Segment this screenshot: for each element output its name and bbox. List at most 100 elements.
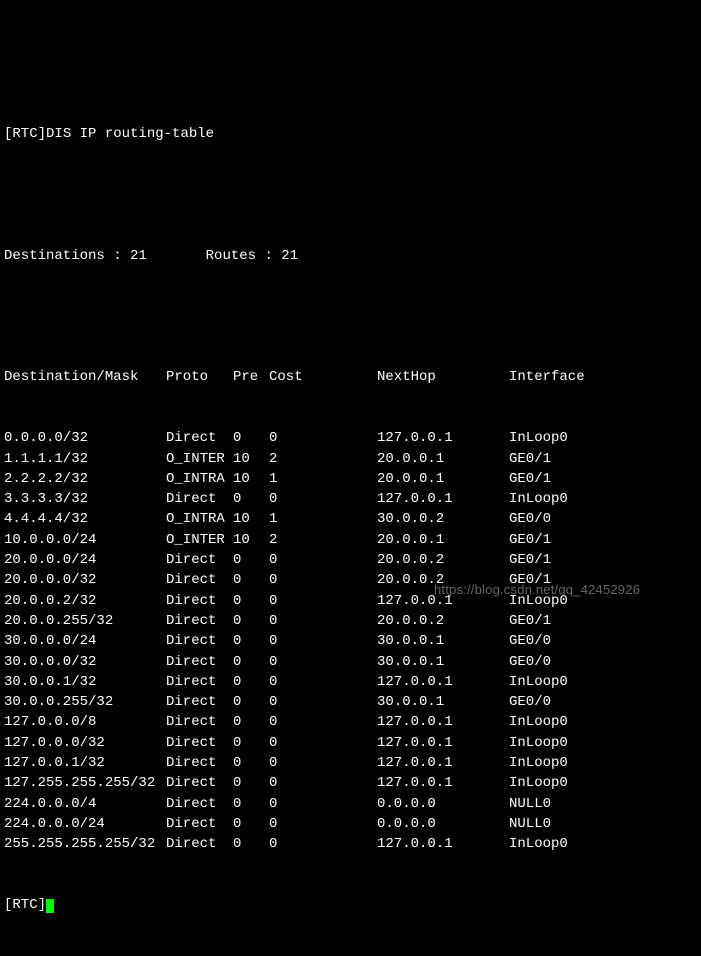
- cell-cost: 0: [269, 814, 377, 834]
- cell-pre: 0: [233, 692, 269, 712]
- cell-proto: Direct: [166, 428, 233, 448]
- cell-cost: 0: [269, 570, 377, 590]
- cell-cost: 2: [269, 530, 377, 550]
- cell-pre: 0: [233, 591, 269, 611]
- command-text: DIS IP routing-table: [46, 126, 214, 142]
- cell-interface: InLoop0: [509, 712, 701, 732]
- cell-nexthop: 30.0.0.1: [377, 631, 509, 651]
- cell-nexthop: 30.0.0.1: [377, 692, 509, 712]
- cell-interface: GE0/1: [509, 469, 701, 489]
- table-row: 30.0.0.255/32Direct0030.0.0.1GE0/0: [4, 692, 701, 712]
- cell-nexthop: 0.0.0.0: [377, 814, 509, 834]
- routing-table-body: 0.0.0.0/32Direct00127.0.0.1InLoop01.1.1.…: [4, 428, 701, 854]
- cell-nexthop: 127.0.0.1: [377, 834, 509, 854]
- cell-cost: 0: [269, 672, 377, 692]
- cell-cost: 0: [269, 591, 377, 611]
- table-row: 127.0.0.0/32Direct00127.0.0.1InLoop0: [4, 733, 701, 753]
- cell-pre: 0: [233, 631, 269, 651]
- cell-cost: 0: [269, 428, 377, 448]
- cell-proto: Direct: [166, 733, 233, 753]
- cell-proto: Direct: [166, 611, 233, 631]
- header-row: Destination/Mask Proto Pre Cost NextHop …: [4, 367, 701, 387]
- cell-destination: 10.0.0.0/24: [4, 530, 166, 550]
- cell-pre: 0: [233, 428, 269, 448]
- cell-cost: 0: [269, 733, 377, 753]
- cell-destination: 30.0.0.0/24: [4, 631, 166, 651]
- cell-destination: 30.0.0.255/32: [4, 692, 166, 712]
- cell-destination: 224.0.0.0/4: [4, 794, 166, 814]
- prompt-prefix: [RTC]: [4, 126, 46, 142]
- cell-cost: 0: [269, 712, 377, 732]
- cell-pre: 0: [233, 794, 269, 814]
- cell-destination: 127.255.255.255/32: [4, 773, 166, 793]
- cell-nexthop: 127.0.0.1: [377, 733, 509, 753]
- cell-destination: 20.0.0.0/24: [4, 550, 166, 570]
- cell-cost: 0: [269, 794, 377, 814]
- cell-cost: 1: [269, 509, 377, 529]
- cell-cost: 0: [269, 631, 377, 651]
- bottom-prompt-line: [RTC]: [4, 895, 701, 915]
- cell-interface: InLoop0: [509, 733, 701, 753]
- cell-nexthop: 127.0.0.1: [377, 672, 509, 692]
- cell-nexthop: 127.0.0.1: [377, 489, 509, 509]
- cell-destination: 127.0.0.0/32: [4, 733, 166, 753]
- cell-pre: 0: [233, 814, 269, 834]
- cell-proto: Direct: [166, 550, 233, 570]
- table-row: 255.255.255.255/32Direct00127.0.0.1InLoo…: [4, 834, 701, 854]
- cell-interface: InLoop0: [509, 773, 701, 793]
- table-row: 30.0.0.1/32Direct00127.0.0.1InLoop0: [4, 672, 701, 692]
- cell-interface: InLoop0: [509, 428, 701, 448]
- routes-value: 21: [281, 248, 298, 264]
- cell-pre: 0: [233, 733, 269, 753]
- cell-interface: GE0/0: [509, 692, 701, 712]
- cell-destination: 4.4.4.4/32: [4, 509, 166, 529]
- table-row: 4.4.4.4/32O_INTRA10130.0.0.2GE0/0: [4, 509, 701, 529]
- cell-interface: InLoop0: [509, 489, 701, 509]
- header-interface: Interface: [509, 367, 701, 387]
- cell-proto: Direct: [166, 570, 233, 590]
- cell-destination: 2.2.2.2/32: [4, 469, 166, 489]
- cell-cost: 2: [269, 449, 377, 469]
- cell-nexthop: 0.0.0.0: [377, 794, 509, 814]
- header-proto: Proto: [166, 367, 233, 387]
- cell-interface: GE0/1: [509, 530, 701, 550]
- cell-proto: Direct: [166, 794, 233, 814]
- cell-pre: 0: [233, 611, 269, 631]
- cell-cost: 0: [269, 489, 377, 509]
- cell-interface: GE0/1: [509, 611, 701, 631]
- cell-destination: 127.0.0.0/8: [4, 712, 166, 732]
- cell-pre: 0: [233, 773, 269, 793]
- blank-line: [4, 185, 701, 205]
- cell-pre: 10: [233, 469, 269, 489]
- cell-cost: 0: [269, 550, 377, 570]
- cell-cost: 0: [269, 834, 377, 854]
- cell-pre: 0: [233, 834, 269, 854]
- cell-pre: 0: [233, 570, 269, 590]
- terminal-window[interactable]: [RTC]DIS IP routing-table Destinations :…: [4, 83, 701, 618]
- cell-cost: 0: [269, 753, 377, 773]
- cell-proto: O_INTER: [166, 530, 233, 550]
- table-row: 0.0.0.0/32Direct00127.0.0.1InLoop0: [4, 428, 701, 448]
- cell-destination: 127.0.0.1/32: [4, 753, 166, 773]
- cell-nexthop: 20.0.0.1: [377, 469, 509, 489]
- cell-proto: Direct: [166, 814, 233, 834]
- table-row: 2.2.2.2/32O_INTRA10120.0.0.1GE0/1: [4, 469, 701, 489]
- cell-proto: O_INTRA: [166, 509, 233, 529]
- table-row: 3.3.3.3/32Direct00127.0.0.1InLoop0: [4, 489, 701, 509]
- cell-destination: 0.0.0.0/32: [4, 428, 166, 448]
- table-row: 30.0.0.0/32Direct0030.0.0.1GE0/0: [4, 652, 701, 672]
- table-row: 127.0.0.1/32Direct00127.0.0.1InLoop0: [4, 753, 701, 773]
- cell-pre: 10: [233, 530, 269, 550]
- cell-proto: Direct: [166, 753, 233, 773]
- table-row: 10.0.0.0/24O_INTER10220.0.0.1GE0/1: [4, 530, 701, 550]
- cell-cost: 0: [269, 611, 377, 631]
- cell-nexthop: 20.0.0.2: [377, 611, 509, 631]
- header-pre: Pre: [233, 367, 269, 387]
- cell-interface: GE0/1: [509, 550, 701, 570]
- cell-proto: O_INTRA: [166, 469, 233, 489]
- cell-interface: GE0/0: [509, 652, 701, 672]
- table-row: 127.0.0.0/8Direct00127.0.0.1InLoop0: [4, 712, 701, 732]
- cell-destination: 30.0.0.1/32: [4, 672, 166, 692]
- table-row: 127.255.255.255/32Direct00127.0.0.1InLoo…: [4, 773, 701, 793]
- cell-destination: 20.0.0.255/32: [4, 611, 166, 631]
